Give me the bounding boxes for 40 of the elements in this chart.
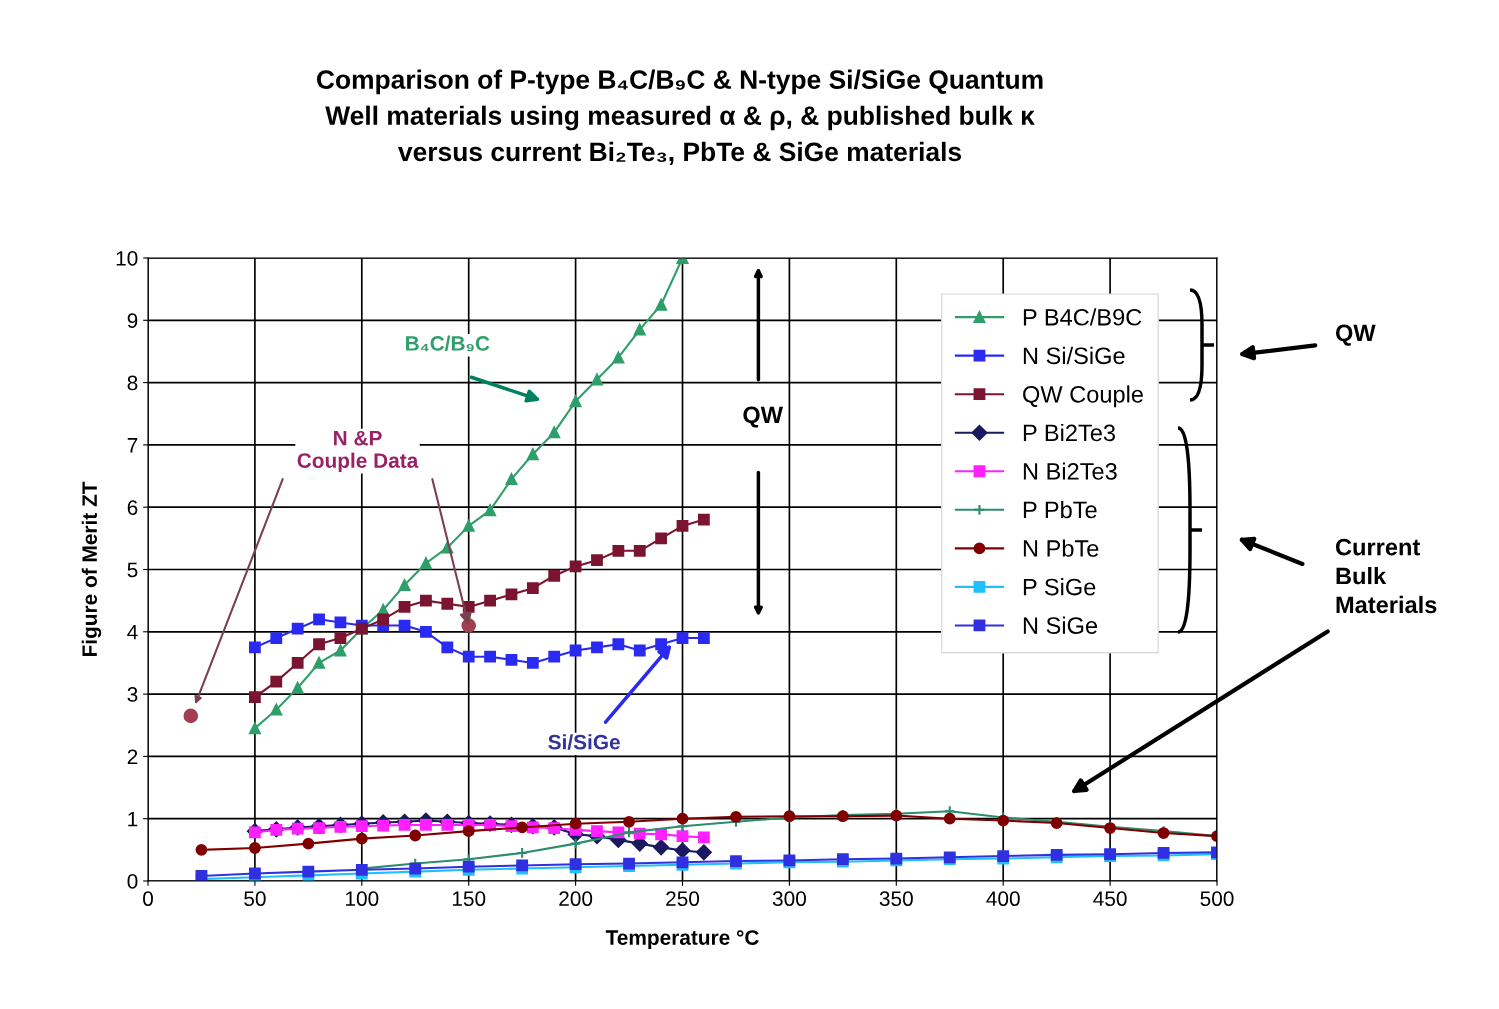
x-tick-label: 400 <box>986 891 1020 907</box>
legend-label: N SiGe <box>1023 616 1098 634</box>
y-tick-label: 4 <box>127 625 138 640</box>
legend-label: P B4C/B9C <box>1023 308 1142 326</box>
y-tick-label: 1 <box>128 811 138 827</box>
y-tick-label: 10 <box>116 251 138 266</box>
legend-label: N PbTe <box>1023 539 1099 557</box>
x-tick-label: 450 <box>1093 891 1127 907</box>
legend-label: P SiGe <box>1023 578 1096 596</box>
annotation: Si/SiGe <box>548 734 620 750</box>
x-tick-label: 250 <box>666 891 700 907</box>
legend-label: N Si/SiGe <box>1023 346 1125 365</box>
legend-label: P PbTe <box>1023 500 1097 519</box>
x-tick-label: 0 <box>143 891 153 907</box>
annotation: N &P Couple Data <box>297 430 419 473</box>
y-tick-label: 8 <box>127 375 138 391</box>
x-tick-label: 500 <box>1200 891 1234 907</box>
x-axis-title: Temperature °C <box>605 930 759 950</box>
x-tick-label: 350 <box>879 891 913 907</box>
annotation: B₄C/B₉C <box>406 335 490 352</box>
x-tick-label: 50 <box>244 891 266 907</box>
text: QW <box>1335 324 1376 346</box>
y-tick-label: 2 <box>127 749 138 764</box>
y-tick-label: 6 <box>127 500 138 515</box>
legend-label: QW Couple <box>1023 385 1143 408</box>
chart-title: Comparison of P-type B₄C/B₉C & N-type Si/SiGe Quantum Well materials using measured α & ρ, & published bulk κ versus current Bi₂Te₃, PbTe & SiGe materials <box>316 69 1043 166</box>
y-tick-label: 3 <box>127 687 138 702</box>
x-tick-label: 100 <box>346 891 379 907</box>
text: Current Bulk Materials <box>1335 538 1437 614</box>
x-tick-label: 150 <box>452 891 486 907</box>
y-tick-label: 5 <box>127 562 138 578</box>
legend-label: P Bi2Te3 <box>1023 423 1115 442</box>
y-tick-label: 7 <box>127 438 138 453</box>
x-tick-label: 300 <box>772 891 806 907</box>
annotation: QW <box>743 406 783 428</box>
legend-label: N Bi2Te3 <box>1023 462 1117 480</box>
y-tick-label: 9 <box>127 313 138 329</box>
y-axis-title: Figure of Merit ZT <box>81 481 102 657</box>
x-tick-label: 200 <box>559 891 593 907</box>
y-tick-label: 0 <box>127 874 138 889</box>
